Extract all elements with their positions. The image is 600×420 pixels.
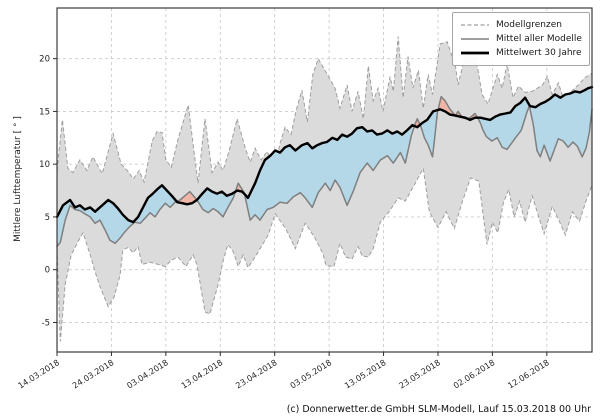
thick-black-line-icon (461, 51, 489, 55)
svg-text:03.05.2018: 03.05.2018 (288, 357, 333, 390)
legend-label: Mittelwert 30 Jahre (496, 48, 582, 58)
svg-text:12.06.2018: 12.06.2018 (506, 357, 551, 390)
svg-text:14.03.2018: 14.03.2018 (16, 357, 61, 390)
svg-text:24.03.2018: 24.03.2018 (70, 357, 115, 390)
legend-label: Mittel aller Modelle (496, 34, 582, 44)
legend-label: Modellgrenzen (496, 20, 562, 30)
svg-text:02.06.2018: 02.06.2018 (451, 357, 496, 390)
svg-text:23.04.2018: 23.04.2018 (234, 357, 279, 390)
solid-gray-line-icon (461, 38, 489, 40)
legend-item-mittelwert-30-jahre: Mittelwert 30 Jahre (460, 46, 582, 60)
model-envelope-area (56, 36, 593, 342)
svg-text:15: 15 (39, 107, 50, 117)
legend-item-mittel-aller-modelle: Mittel aller Modelle (460, 32, 582, 46)
svg-text:10: 10 (39, 160, 50, 170)
svg-text:-5: -5 (42, 318, 50, 328)
dashed-line-icon (461, 24, 489, 26)
svg-text:13.05.2018: 13.05.2018 (343, 357, 388, 390)
svg-text:23.05.2018: 23.05.2018 (397, 357, 442, 390)
legend: Modellgrenzen Mittel aller Modelle Mitte… (452, 12, 590, 66)
axes-spines (53, 7, 593, 356)
svg-text:03.04.2018: 03.04.2018 (125, 357, 170, 390)
svg-text:20: 20 (39, 55, 50, 65)
svg-text:5: 5 (45, 213, 50, 223)
svg-text:13.04.2018: 13.04.2018 (179, 357, 224, 390)
credit-text: (c) Donnerwetter.de GmbH SLM-Modell, Lau… (286, 404, 591, 415)
series-lines (55, 85, 594, 248)
svg-text:0: 0 (45, 266, 50, 276)
legend-item-modellgrenzen: Modellgrenzen (460, 18, 582, 32)
y-axis-label: Mittlere Lufttemperatur [ ° ] (13, 116, 23, 242)
